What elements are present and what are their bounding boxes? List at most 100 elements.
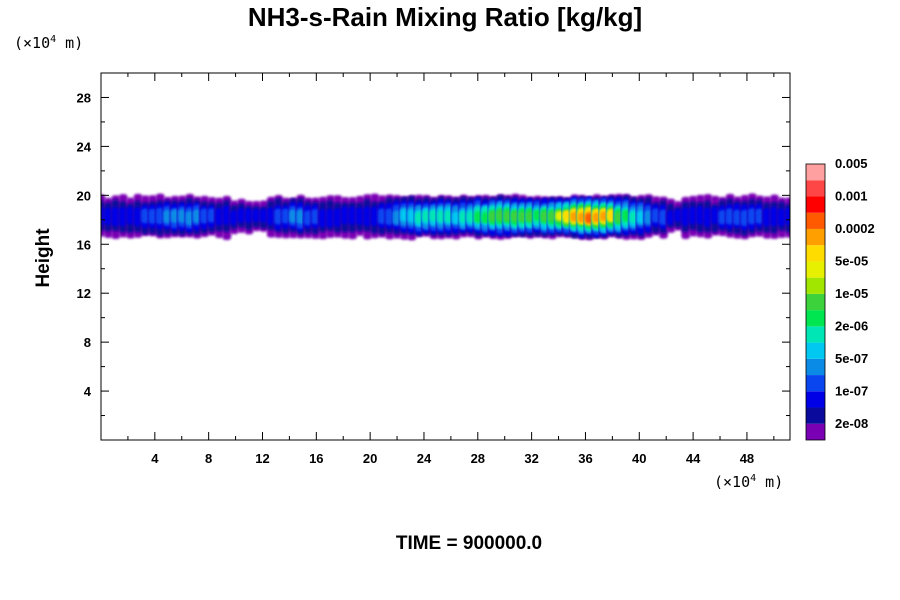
heatmap-cell	[266, 207, 276, 226]
heatmap-cell	[703, 207, 713, 227]
colorbar-label: 2e-06	[835, 318, 868, 333]
heatmap-cell	[562, 210, 572, 220]
heatmap-cell	[141, 208, 150, 224]
y-tick-label: 20	[77, 188, 91, 203]
x-tick-label: 28	[471, 451, 485, 466]
colorbar-label: 5e-07	[835, 351, 868, 366]
x-tick-label: 44	[686, 451, 701, 466]
heatmap-cell	[533, 209, 543, 221]
heatmap-cell	[104, 207, 113, 226]
time-label: TIME = 900000.0	[396, 533, 542, 554]
heatmap-cell	[370, 206, 380, 226]
heatmap-cell	[555, 211, 565, 221]
colorbar-label: 1e-05	[835, 286, 868, 301]
colorbar-swatch	[806, 228, 825, 246]
heatmap-cell	[289, 209, 298, 223]
heatmap-cell	[407, 209, 417, 223]
heatmap-cell	[496, 209, 506, 221]
colorbar-label: 5e-05	[835, 253, 868, 268]
y-axis: 4 8 12 16 20 24 28	[77, 90, 790, 417]
colorbar-label: 1e-07	[835, 383, 868, 398]
colorbar-swatch	[806, 245, 825, 262]
x-tick-label: 40	[632, 451, 646, 466]
heatmap-cell	[185, 211, 195, 226]
heatmap-cell	[740, 210, 750, 227]
colorbar-label: 2e-08	[835, 416, 868, 431]
heatmap-cell	[429, 209, 439, 222]
heatmap-cell	[540, 211, 550, 222]
x-tick-label: 36	[578, 451, 592, 466]
x-tick-label: 48	[740, 451, 754, 466]
x-tick-label: 20	[363, 451, 377, 466]
heatmap-cell	[163, 210, 173, 224]
heatmap-cell	[385, 208, 395, 225]
heatmap-cell	[244, 208, 254, 223]
heatmap-cell	[644, 210, 654, 225]
colorbar-swatch	[806, 180, 825, 197]
heatmap-cell	[222, 205, 232, 225]
heatmap-cell	[170, 209, 180, 223]
colorbar-swatch	[806, 375, 825, 392]
heatmap-cell	[511, 210, 520, 222]
chart-title: NH3-s-Rain Mixing Ratio [kg/kg]	[248, 2, 642, 32]
colorbar-swatch	[806, 326, 825, 343]
heatmap-cell	[311, 209, 321, 225]
heatmap-cell	[422, 210, 432, 222]
heatmap-cell	[377, 208, 387, 224]
heatmap-cell	[155, 207, 165, 225]
heatmap-cell	[274, 208, 284, 225]
heatmap-cell	[200, 208, 210, 224]
x-tick-label: 32	[524, 451, 538, 466]
colorbar-label: 0.005	[835, 156, 868, 171]
y-unit-label: (×104 m)	[14, 34, 83, 52]
heatmap-cell	[229, 210, 239, 226]
heatmap-cell	[725, 208, 735, 225]
colorbar-swatch	[806, 261, 825, 278]
x-tick-label: 12	[255, 451, 269, 466]
colorbar-label: 0.001	[835, 188, 868, 203]
heatmap-cell	[192, 209, 202, 223]
heatmap-cell	[148, 208, 158, 224]
heatmap-cell	[348, 206, 358, 225]
heatmap-cell	[333, 208, 343, 227]
heatmap-cell	[481, 212, 491, 224]
heatmap-cell	[629, 211, 639, 224]
colorbar-swatch	[806, 342, 825, 359]
plot-frame	[100, 72, 791, 441]
heatmap-cell	[696, 206, 705, 225]
heatmap-cell	[252, 208, 261, 222]
heatmap-cell	[585, 213, 594, 223]
heatmap-cell	[688, 206, 698, 225]
heatmap-cell	[400, 209, 409, 222]
x-tick-label: 16	[309, 451, 323, 466]
heatmap-cell	[636, 210, 646, 224]
heatmap-cell	[215, 207, 224, 226]
heatmap-cell	[296, 209, 306, 224]
heatmap-cell	[451, 211, 461, 225]
heatmap-cell	[755, 208, 765, 224]
heatmap-cell	[710, 206, 720, 225]
heatmap-cell	[126, 206, 136, 225]
heatmap-cell	[525, 211, 535, 222]
colorbar-swatch	[806, 212, 825, 229]
heatmap-cell	[118, 207, 128, 227]
heatmap-cell	[318, 209, 328, 228]
heatmap-cell	[133, 207, 143, 227]
heatmap-cell	[762, 208, 772, 227]
heatmap-cell	[592, 212, 602, 223]
heatmap-cell	[770, 206, 779, 227]
colorbar-label: 0.0002	[835, 221, 875, 236]
colorbar: 2e-08 1e-07 5e-07 2e-06 1e-05 5e-05 0.0002 0.00…	[805, 156, 875, 441]
heatmap-cell	[466, 211, 476, 223]
y-tick-label: 12	[77, 286, 91, 301]
heatmap-cell	[718, 210, 728, 225]
y-tick-label: 4	[84, 384, 92, 399]
heatmap-field	[101, 193, 790, 241]
heatmap-cell	[659, 209, 668, 225]
heatmap-cell	[681, 207, 691, 226]
heatmap-cell	[503, 210, 513, 222]
heatmap-cell	[673, 209, 683, 222]
colorbar-swatch	[806, 407, 825, 424]
heatmap-cell	[622, 209, 631, 222]
heatmap-cell	[363, 206, 372, 227]
